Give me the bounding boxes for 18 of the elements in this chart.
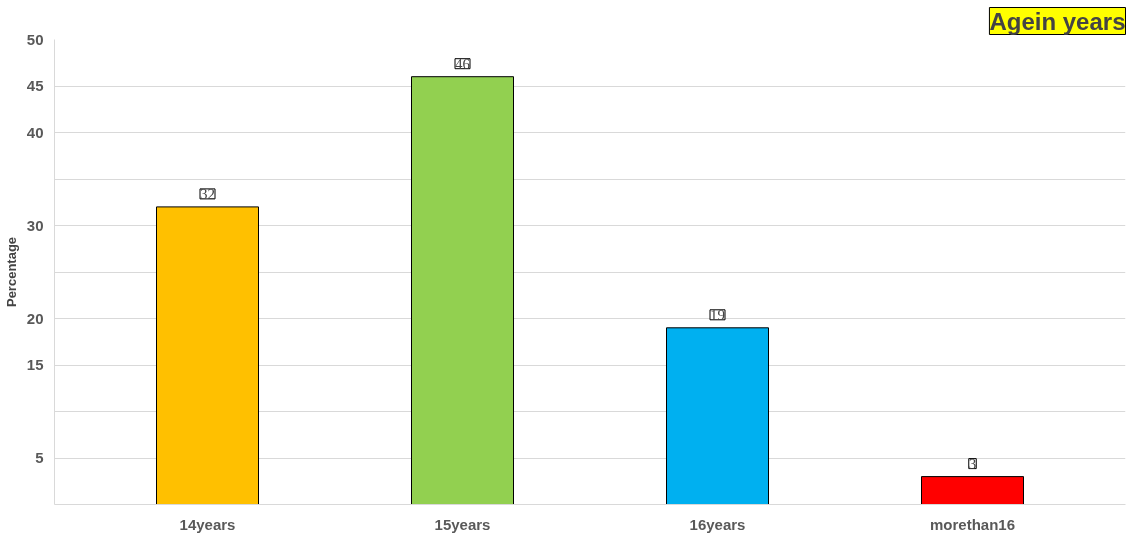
data-label: 3: [968, 455, 977, 472]
bar: [411, 76, 514, 505]
x-tick-label: morethan16: [929, 515, 1016, 533]
y-axis-title: Percentage: [3, 236, 19, 308]
y-tick-label: 45: [26, 77, 44, 94]
y-tick-label: 40: [26, 123, 44, 141]
y-tick-label: 5: [35, 449, 44, 466]
bar: [666, 327, 769, 505]
x-tick-label: 15years: [434, 515, 491, 533]
x-tick-label: 16years: [689, 515, 746, 533]
chart-title: Agein years: [989, 7, 1126, 35]
y-tick-label: 30: [26, 216, 44, 234]
y-tick-label: 50: [26, 30, 44, 48]
bar: [921, 476, 1024, 505]
bar: [156, 206, 259, 505]
y-tick-label: 15: [26, 356, 44, 373]
x-tick-label: 14years: [179, 515, 236, 533]
y-tick-label: 20: [26, 309, 44, 327]
